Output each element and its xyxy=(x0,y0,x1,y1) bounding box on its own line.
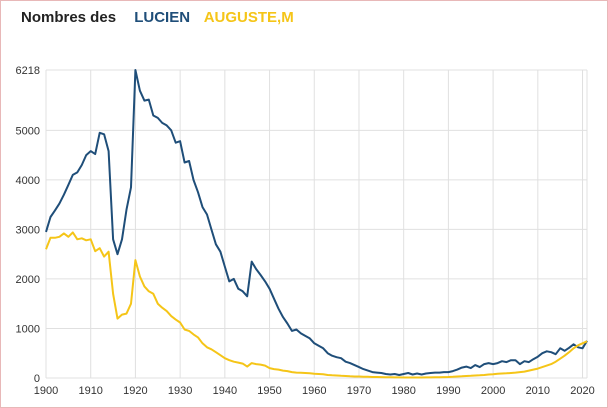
x-tick-label: 1910 xyxy=(78,385,102,397)
x-tick-label: 1960 xyxy=(302,385,326,397)
x-tick-label: 1980 xyxy=(391,385,415,397)
legend-entry-auguste: AUGUSTE,M xyxy=(203,9,294,26)
y-tick-label: 6218 xyxy=(16,65,40,77)
x-tick-label: 2020 xyxy=(570,385,594,397)
y-tick-label: 5000 xyxy=(16,125,40,137)
chart-title: Nombres des LUCIEN AUGUSTE,M xyxy=(21,9,304,26)
y-tick-label: 4000 xyxy=(16,175,40,187)
y-tick-label: 1000 xyxy=(16,323,40,335)
series-line-auguste xyxy=(45,231,588,379)
x-tick-label: 1950 xyxy=(257,385,281,397)
x-tick-label: 1940 xyxy=(213,385,237,397)
x-tick-label: 1920 xyxy=(123,385,147,397)
x-tick-label: 2010 xyxy=(526,385,550,397)
x-tick-label: 1970 xyxy=(347,385,371,397)
x-tick-label: 1900 xyxy=(34,385,58,397)
x-tick-label: 1930 xyxy=(168,385,192,397)
series-line-lucien xyxy=(45,69,588,376)
y-tick-label: 0 xyxy=(34,373,40,385)
x-tick-label: 1990 xyxy=(436,385,460,397)
legend-entry-lucien: LUCIEN xyxy=(134,9,191,26)
y-tick-label: 2000 xyxy=(16,274,40,286)
x-tick-label: 2000 xyxy=(481,385,505,397)
y-tick-label: 3000 xyxy=(16,224,40,236)
chart-title-prefix: Nombres des xyxy=(21,9,117,26)
